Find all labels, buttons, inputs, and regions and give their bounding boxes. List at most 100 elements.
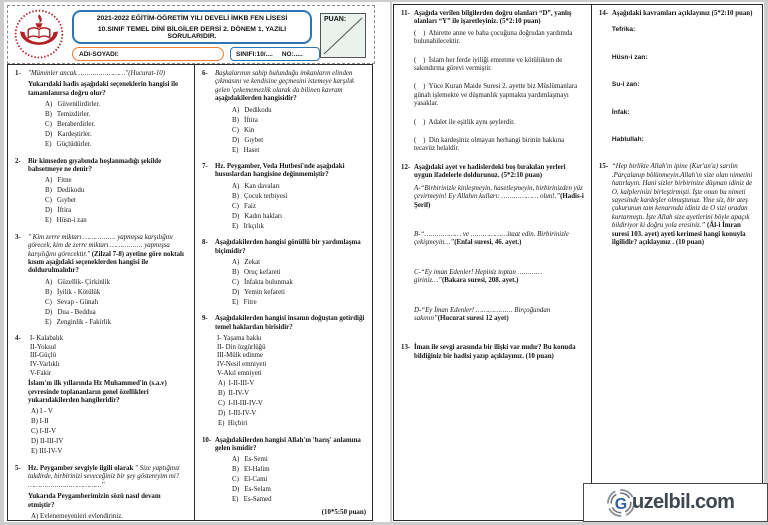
question-15: 15- “Hep birlikte Allah'ın ipine (Kur'an'… bbox=[599, 163, 756, 247]
question-stem: '' Kim zerre miktarı ……………. yapmışsa kar… bbox=[28, 234, 188, 276]
options-list: A) I - V B) I-II C) I-II-V D) II-III-IV E) I… bbox=[28, 408, 188, 456]
guzelbil-g-letter: G bbox=[615, 496, 627, 513]
option: E) Irkçılık bbox=[231, 222, 264, 230]
option: B) El-Halim bbox=[231, 466, 270, 474]
option: A) Dedikodu bbox=[231, 106, 272, 114]
truefalse-item: ( ) İslam her ferde iyiliği emretme ve k… bbox=[414, 56, 565, 73]
option: A) Zekat bbox=[231, 259, 261, 267]
stem-bold-text: Hz. Peygamber sevgiyle ilgili olarak bbox=[28, 464, 136, 472]
option: B) Temizdirler. bbox=[45, 111, 91, 119]
option: C) İnfakta bulunmak bbox=[231, 279, 293, 287]
option: C) Faiz bbox=[231, 202, 256, 210]
roman-item: V-Akıl emniyeti bbox=[216, 369, 262, 377]
question-stem: İslam'ın ilk yıllarında Hz Muhammed'in (… bbox=[28, 380, 167, 405]
term-label: İnfak: bbox=[611, 108, 630, 116]
option: C) I-II-V bbox=[31, 428, 57, 436]
exam-page-left: 2021-2022 EĞİTİM-ÖĞRETİM YILI DEVELİ İMK… bbox=[4, 2, 390, 522]
question-stem: Yukarıdaki hadis aşağıdaki seçeneklerin … bbox=[28, 81, 179, 97]
option: D) II-III-IV bbox=[31, 438, 64, 446]
question-1: 1- ''Müminler ancak……………………''(Hucurat-10)… bbox=[15, 70, 188, 150]
question-4: 4- I- Kalabalık II-Yoksul III-Güçlü IV-Varlı… bbox=[15, 335, 188, 457]
question-column-1: 1- ''Müminler ancak……………………''(Hucurat-10)… bbox=[8, 65, 194, 520]
option: E) Es-Samed bbox=[231, 496, 272, 504]
term-label: Hablullah: bbox=[611, 136, 644, 144]
meb-logo-icon bbox=[11, 8, 67, 62]
option: B) İftira bbox=[231, 116, 258, 124]
question-7: 7- Hz. Peygamber, Veda Hutbesi'nde aşağıd… bbox=[202, 163, 366, 231]
class-number-field: SINIFI:10/.... NO:..... bbox=[230, 47, 320, 61]
question-stem: Hz. Peygamber, Veda Hutbesi'nde aşağıdak… bbox=[214, 163, 345, 179]
options-list: A) Güzellik- Çirkinlik B) İyilik - Kötülü… bbox=[28, 279, 188, 327]
question-10: 10- Aşağıdakilerden hangisi Allah'ın 'bar… bbox=[202, 437, 366, 518]
option: C) Sevap - Günah bbox=[45, 298, 99, 306]
question-8: 8- Aşağıdakilerden hangisi gönüllü bir ya… bbox=[202, 239, 366, 307]
guzelbil-logo-icon: G bbox=[607, 488, 635, 517]
school-year-title: 2021-2022 EĞİTİM-ÖĞRETİM YILI DEVELİ İMK… bbox=[96, 14, 288, 22]
options-list: A) Zekat B) Oruç kefareti C) İnfakta bulun… bbox=[215, 259, 366, 307]
roman-item: II- Din özgürlüğü bbox=[216, 343, 266, 351]
question-stem: Aşağıdaki ayet ve hadislerdeki boş bırak… bbox=[414, 163, 566, 180]
option: B) II-IV-V bbox=[217, 390, 250, 398]
exam-page-right: 11- Aşağıda verilen bilgilerden doğru ola… bbox=[392, 2, 764, 522]
options-list: A) Evlenemeyenleri evlendiriniz.B) Cemaa… bbox=[28, 513, 188, 520]
option: C) I-II-III-IV-V bbox=[217, 400, 263, 408]
option: D) Es-Selam bbox=[231, 486, 271, 494]
question-column-3: 11- Aşağıda verilen bilgilerden doğru ola… bbox=[394, 5, 591, 520]
fill-reference: (Bakara suresi, 208. ayet.) bbox=[441, 277, 519, 285]
question-stem: “Hep birlikte Allah'ın ipine (Kur'an'a) … bbox=[612, 163, 756, 247]
question-column-2: 6- Başkalarının sahip bulunduğu imkanları… bbox=[193, 65, 372, 520]
options-list: A) Es-Semi B) El-Halim C) El-Cami D) Es-Sel… bbox=[215, 456, 366, 504]
question-quote: ''Müminler ancak……………………''(Hucurat-10) bbox=[28, 70, 166, 77]
truefalse-item: ( ) Din kardeşiniz olmayan herhangi biri… bbox=[414, 137, 566, 153]
roman-item: III-Mülk edinme bbox=[216, 352, 264, 360]
options-list: A) Fitne B) Dedikodu C) Gıybet D) İftira E) … bbox=[28, 177, 188, 225]
option: B) İyilik - Kötülük bbox=[45, 288, 101, 296]
options-list: A) I-II-III-V B) II-IV-V C) I-II-III-IV-V D… bbox=[215, 380, 366, 428]
question-number: 4- bbox=[15, 335, 21, 343]
question-stem: Hz. Peygamber sevgiyle ilgili olarak '' … bbox=[28, 465, 188, 490]
terms-list: Tefrika: Hüsn-i zan: Su-i zan: İnfak: Hablul… bbox=[612, 26, 756, 144]
question-number: 10- bbox=[201, 436, 212, 444]
question-stem: Aşağıdakilerden hangisi Allah'ın 'barış'… bbox=[214, 436, 361, 453]
options-list: A) Güvenilirdirler. B) Temizdirler. C) Ber… bbox=[28, 101, 188, 149]
option: D) I-III-IV-V bbox=[217, 410, 257, 418]
term-label: Su-i zan: bbox=[611, 81, 640, 89]
fill-blank-item: A-“Birbirinizle kinleşmeyin, hasetleşmey… bbox=[414, 185, 585, 210]
fill-quote: D-“Ey İman Edenler! ……………… Birçoğundan s… bbox=[414, 306, 551, 322]
question-column-4: 14- Aşağıdaki kavramları açıklayınız (5*2… bbox=[590, 5, 762, 520]
option: B) Çocuk terbiyesi bbox=[231, 192, 288, 200]
question-13: 13- İman ile sevgi arasında bir ilişki va… bbox=[401, 344, 585, 361]
term-label: Tefrika: bbox=[611, 26, 636, 34]
stem-quote-text: “Hep birlikte Allah'ın ipine (Kur'an'a) … bbox=[611, 163, 753, 230]
option: A) Kan davaları bbox=[231, 182, 280, 190]
question-stem: Aşağıdakilerden hangisi insanın doğuştan… bbox=[214, 315, 365, 331]
option: E) Güçlüdürler. bbox=[45, 141, 92, 149]
option: A) Fitne bbox=[45, 177, 72, 185]
option: C) Gıybet bbox=[45, 197, 76, 205]
question-stem: İman ile sevgi arasında bir ilişki var m… bbox=[414, 344, 576, 360]
truefalse-item: ( ) Adalet ile eşitlik aynı şeylerdir. bbox=[414, 118, 515, 126]
options-list: A) Dedikodu B) İftira C) Kin D) Gıybet E) Ha… bbox=[215, 107, 366, 155]
roman-item: IV-Nesil emniyeti bbox=[216, 361, 267, 369]
question-6: 6- Başkalarının sahip bulunduğu imkanları… bbox=[202, 70, 366, 155]
question-number: 1- bbox=[15, 70, 21, 77]
fill-blank-item: B-“……………… ve ………………itaat edin. Birbirini… bbox=[414, 231, 585, 248]
questions-grid-left: 1- ''Müminler ancak……………………''(Hucurat-10)… bbox=[7, 64, 373, 521]
truefalse-item: ( ) Yüce Kuran Maide Suresi 2. ayette bi… bbox=[414, 83, 579, 108]
question-stem: Aşağıdaki kavramları açıklayınız (5*2:10… bbox=[611, 10, 753, 17]
option: A) I-II-III-V bbox=[217, 380, 255, 388]
option: A) I - V bbox=[31, 408, 53, 416]
question-3: 3- '' Kim zerre miktarı ……………. yapmışsa k… bbox=[15, 234, 188, 327]
roman-item: V-Fakir bbox=[30, 369, 52, 377]
option: D) İftira bbox=[45, 207, 72, 215]
option: D) Kadın hakları bbox=[231, 212, 283, 220]
question-number: 14- bbox=[598, 10, 609, 17]
question-14: 14- Aşağıdaki kavramları açıklayınız (5*2… bbox=[599, 10, 756, 144]
roman-item: I- Kalabalık bbox=[30, 335, 64, 343]
question-12: 12- Aşağıdaki ayet ve hadislerdeki boş bı… bbox=[401, 164, 585, 323]
question-number: 2- bbox=[15, 157, 21, 165]
option: B) Dedikodu bbox=[45, 187, 85, 195]
option: B) I-II bbox=[31, 418, 49, 426]
stem-quote-text: Başkalarının sahip bulunduğu imkanların … bbox=[214, 70, 355, 94]
fill-quote: C-“Ey iman Edenler! Hepiniz toptan ………… … bbox=[414, 268, 543, 285]
